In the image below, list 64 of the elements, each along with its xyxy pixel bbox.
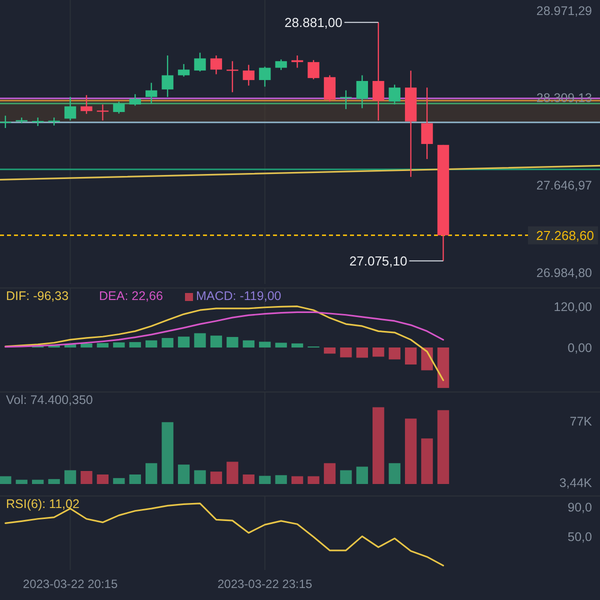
candlestick [242, 64, 254, 86]
bar [242, 340, 254, 348]
bar [80, 343, 92, 348]
y-tick-label: 0,00 [568, 340, 592, 355]
candlestick [226, 60, 238, 93]
legend-label: MACD: -119,00 [196, 289, 282, 303]
candlestick [64, 96, 76, 122]
candlestick [259, 66, 271, 88]
bar [226, 336, 238, 348]
annotation: 28.881,00 [284, 14, 342, 30]
candlestick [308, 60, 320, 80]
candlestick [113, 101, 125, 114]
bar [388, 348, 400, 360]
bar [372, 348, 384, 357]
bar [96, 343, 109, 348]
x-tick-label: 2023-03-22 23:15 [217, 577, 313, 591]
line-series [4, 306, 444, 382]
candlestick [324, 74, 336, 102]
bar [356, 348, 368, 358]
y-tick-label: 90,0 [568, 500, 592, 514]
candlestick [372, 22, 384, 122]
candlestick [356, 74, 368, 109]
series-label: RSI(6): 11,02 [6, 497, 80, 511]
candlestick [291, 54, 304, 68]
bar [194, 333, 206, 348]
bar [275, 342, 287, 348]
candlestick [162, 54, 174, 98]
candlestick [421, 86, 433, 160]
bar [437, 348, 450, 388]
line-series [4, 311, 444, 348]
bar [129, 342, 141, 348]
candlestick [146, 82, 158, 104]
text: DEA: 22,66 [99, 289, 163, 303]
bar [324, 348, 336, 354]
y-tick-label: 28.309,13 [536, 91, 592, 106]
candlestick [275, 58, 287, 71]
x-tick-label: 2023-03-22 20:15 [22, 577, 118, 591]
bar [210, 336, 222, 348]
y-tick-label: 26.984,80 [536, 266, 592, 280]
y-tick-label: 3,44K [559, 476, 593, 490]
bar [113, 342, 125, 348]
bar [291, 343, 304, 348]
candlestick [80, 94, 92, 114]
candlestick [129, 94, 141, 106]
candlestick [194, 52, 206, 72]
candlestick [388, 84, 400, 105]
candlestick [178, 63, 190, 78]
chart-title: Vol: 74.400,350 [6, 393, 93, 407]
bar [146, 340, 158, 348]
ref-line-label: 27.268,60 [536, 228, 594, 243]
annotation: 27.075,10 [349, 253, 408, 268]
bar [259, 342, 271, 348]
bar [404, 348, 417, 364]
y-tick-label: 77K [570, 414, 593, 429]
y-tick-label: 28.971,29 [536, 4, 592, 18]
y-tick-label: 120,00 [554, 300, 592, 314]
text: DIF: -96,33 [6, 289, 69, 303]
bar [178, 336, 190, 348]
y-tick-label: 27.646,97 [536, 178, 592, 193]
bar [340, 348, 352, 358]
bar [162, 338, 174, 348]
candlestick [210, 54, 222, 75]
candlestick [96, 104, 109, 122]
y-tick-label: 50,0 [568, 530, 592, 544]
